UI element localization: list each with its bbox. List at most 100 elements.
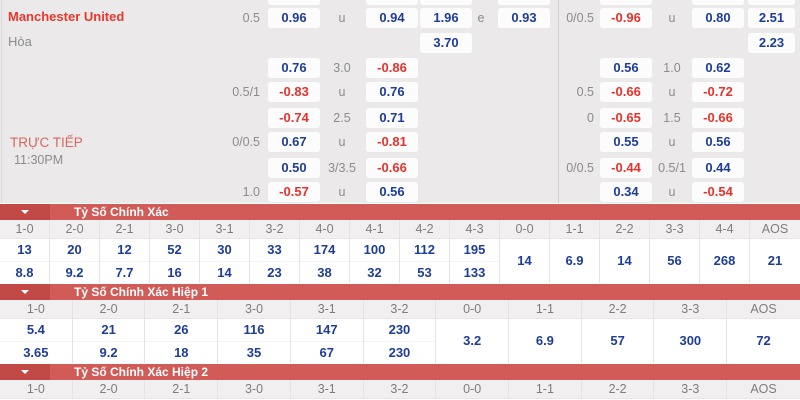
score-odds[interactable]: 16 (150, 261, 199, 283)
odds-cell[interactable]: -0.66 (600, 82, 652, 102)
odds-cell[interactable]: 1.96 (420, 8, 472, 28)
score-values: 30 14 (200, 239, 249, 283)
odds-cell[interactable]: 0.62 (692, 58, 744, 78)
score-odds[interactable]: 3.2 (463, 333, 482, 348)
score-odds[interactable]: 8.8 (0, 261, 49, 283)
score-odds[interactable]: 6.9 (535, 333, 554, 348)
score-odds[interactable]: 7.7 (100, 261, 149, 283)
score-odds[interactable]: 18 (145, 341, 218, 363)
score-odds[interactable]: 23 (250, 261, 299, 283)
odds-cell[interactable]: 0.67 (268, 132, 320, 152)
score-odds[interactable]: 174 (313, 242, 336, 257)
score-odds[interactable]: 5.4 (26, 322, 45, 337)
score-values: 116 35 (218, 319, 290, 363)
chevron-down-icon[interactable] (0, 204, 50, 220)
odds-cell[interactable]: -0.72 (692, 82, 744, 102)
odds-cell[interactable]: -0.81 (366, 132, 418, 152)
score-odds[interactable]: 9.2 (50, 261, 99, 283)
odds-cell[interactable]: 0.80 (692, 8, 744, 28)
score-odds[interactable]: 35 (218, 341, 290, 363)
score-odds[interactable]: 33 (267, 242, 282, 257)
score-odds[interactable]: 20 (67, 242, 82, 257)
odds-cell[interactable]: 0.93 (498, 8, 550, 28)
score-values: 20 9.2 (50, 239, 99, 283)
score-odds[interactable]: 72 (756, 333, 771, 348)
score-values: 112 53 (400, 239, 449, 283)
odds-cell[interactable]: -0.66 (692, 108, 744, 128)
odds-cell[interactable]: 0.94 (366, 8, 418, 28)
score-odds[interactable]: 32 (350, 261, 399, 283)
score-odds[interactable]: 56 (667, 253, 682, 268)
score-odds[interactable]: 67 (290, 341, 363, 363)
score-odds[interactable]: 3.65 (0, 341, 72, 363)
odds-cell[interactable]: 0.76 (268, 58, 320, 78)
odds-cell[interactable]: 0.34 (600, 182, 652, 202)
odds-cell[interactable]: -0.66 (366, 158, 418, 178)
odds-cell[interactable]: 0.50 (268, 158, 320, 178)
score-odds[interactable]: 21 (767, 253, 783, 268)
score-values: 14 (500, 239, 549, 283)
score-column: 2-0 20 9.2 (50, 220, 100, 283)
score-odds[interactable]: 21 (101, 322, 116, 337)
odds-cell[interactable]: 0.96 (268, 8, 320, 28)
score-column: 3-3 (654, 380, 728, 399)
score-column: 2-2 (581, 380, 655, 399)
odds-cell[interactable]: -0.44 (600, 158, 652, 178)
score-odds[interactable]: 30 (217, 242, 232, 257)
odds-cell[interactable]: 0.76 (366, 82, 418, 102)
score-odds[interactable]: 12 (117, 242, 132, 257)
score-odds[interactable]: 53 (400, 261, 449, 283)
score-odds[interactable]: 147 (315, 322, 338, 337)
score-odds[interactable]: 13 (17, 242, 32, 257)
odds-cell[interactable]: 0.56 (600, 58, 652, 78)
chevron-down-icon[interactable] (0, 364, 50, 380)
score-odds[interactable]: 14 (517, 253, 532, 268)
odds-cell[interactable]: 0.71 (366, 108, 418, 128)
score-odds[interactable]: 9.2 (72, 341, 145, 363)
score-values: 5.4 3.65 (0, 319, 72, 363)
chevron-down-icon[interactable] (0, 284, 50, 300)
odds-cell[interactable]: -0.65 (600, 108, 652, 128)
score-odds[interactable]: 14 (617, 253, 632, 268)
odds-cell[interactable]: -0.74 (268, 108, 320, 128)
score-odds[interactable]: 300 (679, 333, 702, 348)
score-odds[interactable]: 14 (200, 261, 249, 283)
odds-cell[interactable]: 3.70 (420, 33, 472, 53)
section-header-correct-score[interactable]: Tỷ Số Chính Xác (0, 204, 800, 220)
score-odds[interactable]: 230 (363, 341, 436, 363)
odds-cell[interactable]: -0.86 (366, 58, 418, 78)
score-values: 174 38 (300, 239, 349, 283)
score-odds[interactable]: 100 (363, 242, 386, 257)
section-title: Tỷ Số Chính Xác Hiệp 1 (74, 285, 209, 299)
odds-cell[interactable]: 0.56 (692, 132, 744, 152)
score-odds[interactable]: 133 (450, 261, 499, 283)
odds-line-label: 0.5/1 (232, 85, 260, 99)
home-team-name[interactable]: Manchester United (8, 9, 125, 24)
score-odds[interactable]: 57 (610, 333, 625, 348)
odds-cell[interactable]: -0.83 (268, 82, 320, 102)
correct-score-half2-table: 1-0 2-0 2-1 3-0 3-1 3-2 0-0 1-1 2-2 3-3 AOS (0, 380, 800, 399)
odds-cell[interactable]: 0.44 (692, 158, 744, 178)
odds-line-label: 2.5 (333, 111, 351, 125)
score-header-cell: 3-2 (363, 380, 436, 399)
score-column: 2-2 57 (581, 300, 655, 363)
clipped-odds-cell (420, 0, 472, 5)
section-header-correct-score-half1[interactable]: Tỷ Số Chính Xác Hiệp 1 (0, 284, 800, 300)
score-odds[interactable]: 52 (167, 242, 182, 257)
score-odds[interactable]: 38 (300, 261, 349, 283)
section-header-correct-score-half2[interactable]: Tỷ Số Chính Xác Hiệp 2 (0, 364, 800, 380)
score-odds[interactable]: 195 (463, 242, 486, 257)
score-odds[interactable]: 116 (243, 322, 265, 337)
odds-cell[interactable]: -0.54 (692, 182, 744, 202)
score-odds[interactable]: 26 (174, 322, 189, 337)
odds-cell[interactable]: 0.56 (366, 182, 418, 202)
odds-cell[interactable]: -0.57 (268, 182, 320, 202)
odds-cell[interactable]: 0.55 (600, 132, 652, 152)
score-odds[interactable]: 112 (414, 242, 435, 257)
score-odds[interactable]: 6.9 (565, 253, 584, 268)
odds-cell[interactable]: 2.51 (748, 8, 795, 28)
score-odds[interactable]: 268 (713, 253, 736, 268)
odds-cell[interactable]: -0.96 (600, 8, 652, 28)
odds-cell[interactable]: 2.23 (748, 33, 795, 53)
score-odds[interactable]: 230 (388, 322, 411, 337)
